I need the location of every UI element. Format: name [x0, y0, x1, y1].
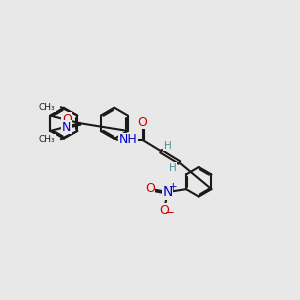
Text: N: N — [162, 185, 173, 199]
Text: N: N — [62, 121, 71, 134]
Text: CH₃: CH₃ — [39, 135, 56, 144]
Text: CH₃: CH₃ — [39, 103, 56, 112]
Text: O: O — [160, 204, 170, 217]
Text: O: O — [145, 182, 155, 195]
Text: +: + — [169, 182, 177, 192]
Text: H: H — [169, 163, 177, 173]
Text: −: − — [165, 206, 175, 219]
Text: H: H — [164, 141, 171, 151]
Text: NH: NH — [119, 134, 137, 146]
Text: O: O — [62, 113, 72, 126]
Text: O: O — [138, 116, 148, 129]
